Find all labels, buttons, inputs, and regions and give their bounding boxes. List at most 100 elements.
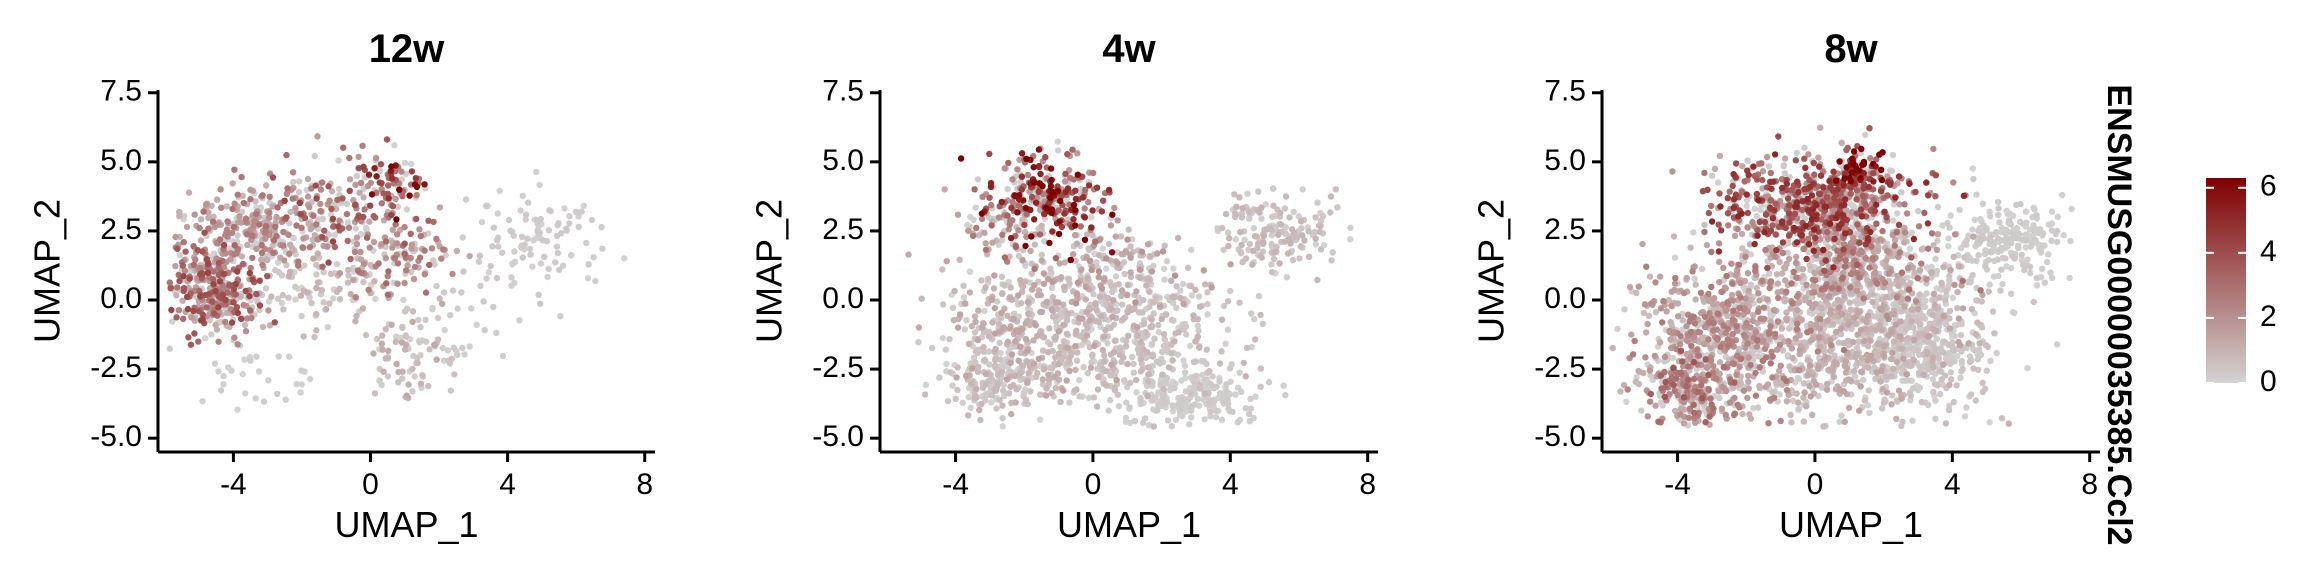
data-point <box>1124 281 1132 289</box>
data-point <box>1847 376 1854 383</box>
data-point <box>1017 277 1024 284</box>
data-point <box>494 234 502 241</box>
data-point <box>1910 356 1917 364</box>
data-point <box>1008 204 1015 212</box>
data-point <box>1312 235 1319 242</box>
data-point <box>1111 337 1119 345</box>
data-point <box>1102 367 1110 375</box>
data-point <box>1246 240 1254 248</box>
data-point <box>289 169 297 176</box>
data-point <box>1119 301 1126 308</box>
data-point <box>1793 149 1801 157</box>
x-axis-title: UMAP_1 <box>1057 504 1201 545</box>
data-point <box>1130 360 1137 368</box>
data-point <box>429 304 436 312</box>
data-point <box>963 372 970 380</box>
data-point <box>499 352 507 360</box>
data-point <box>2010 231 2017 238</box>
data-point <box>1282 391 1289 399</box>
data-point <box>956 311 964 318</box>
data-point <box>355 213 363 220</box>
data-point <box>1153 358 1161 365</box>
data-point <box>1048 176 1055 184</box>
data-point <box>1171 385 1178 392</box>
data-point <box>1030 164 1037 171</box>
data-point <box>1105 407 1112 414</box>
data-point <box>1915 207 1922 215</box>
data-point <box>304 193 312 200</box>
data-point <box>1973 257 1980 265</box>
data-point <box>2047 269 2054 276</box>
data-point <box>978 324 986 331</box>
data-point <box>1040 334 1048 341</box>
data-point <box>1943 287 1950 295</box>
data-point <box>384 273 391 280</box>
data-point <box>557 313 564 320</box>
data-point <box>1795 375 1803 383</box>
data-point <box>371 165 378 172</box>
data-point <box>1136 266 1144 273</box>
data-point <box>391 255 398 262</box>
panels-layer: -4 0 4 87.55.02.50.0-2.5-5.012wUMAP_1UMAP_2… <box>27 27 2100 545</box>
x-tick-label: 0 <box>362 468 379 501</box>
data-point <box>290 178 297 186</box>
data-point <box>536 181 543 189</box>
data-point <box>180 273 187 280</box>
data-point <box>1271 249 1278 256</box>
data-point <box>461 351 468 358</box>
data-point <box>2059 191 2066 199</box>
data-point <box>1237 249 1245 257</box>
data-point <box>1061 210 1068 217</box>
data-point <box>1024 379 1031 386</box>
data-point <box>1269 213 1276 220</box>
data-point <box>239 260 247 268</box>
data-point <box>972 204 979 211</box>
data-point <box>1052 333 1059 340</box>
data-point <box>449 287 457 294</box>
data-point <box>1091 342 1098 350</box>
data-point <box>221 318 229 326</box>
scatter-points <box>905 138 1354 430</box>
data-point <box>1275 231 1282 238</box>
data-point <box>237 293 244 300</box>
data-point <box>999 402 1006 409</box>
data-point <box>1140 320 1148 327</box>
data-point <box>1924 350 1931 358</box>
data-point <box>319 215 326 223</box>
data-point <box>1314 199 1321 206</box>
data-point <box>287 208 294 216</box>
data-point <box>253 353 260 360</box>
data-point <box>1078 266 1085 273</box>
data-point <box>1248 343 1256 351</box>
data-point <box>266 209 273 216</box>
data-point <box>230 251 238 258</box>
data-point <box>388 321 395 328</box>
data-point <box>526 245 534 253</box>
data-point <box>1218 316 1226 323</box>
data-point <box>1940 263 1947 271</box>
data-point <box>402 333 410 340</box>
data-point <box>247 196 254 203</box>
data-point <box>246 293 253 300</box>
data-point <box>275 353 282 360</box>
data-point <box>295 188 303 196</box>
data-point <box>1035 188 1042 195</box>
data-point <box>1940 338 1947 345</box>
data-point <box>1959 366 1966 373</box>
data-point <box>1097 323 1104 331</box>
data-point <box>1312 241 1320 248</box>
data-point <box>252 198 259 205</box>
data-point <box>1238 214 1246 221</box>
data-point <box>1918 398 1926 406</box>
data-point <box>417 380 425 387</box>
data-point <box>1289 256 1297 264</box>
data-point <box>1171 272 1179 279</box>
data-point <box>1830 373 1838 381</box>
y-axis-title: UMAP_2 <box>27 199 68 343</box>
data-point <box>1284 250 1292 257</box>
data-point <box>584 275 592 282</box>
data-point <box>1958 358 1966 365</box>
data-point <box>1184 264 1192 271</box>
data-point <box>384 291 392 298</box>
